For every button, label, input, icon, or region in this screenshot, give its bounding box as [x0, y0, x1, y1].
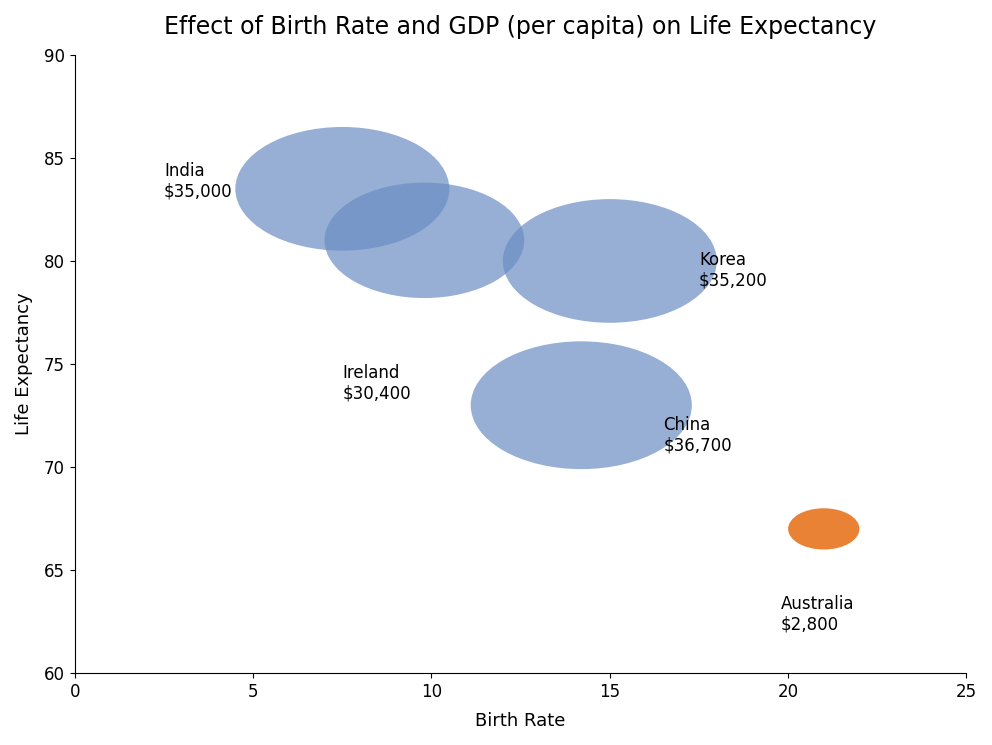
- Text: China
$36,700: China $36,700: [664, 416, 732, 454]
- Circle shape: [235, 127, 449, 250]
- Text: Australia
$2,800: Australia $2,800: [781, 595, 854, 634]
- Circle shape: [788, 508, 859, 550]
- Text: Ireland
$30,400: Ireland $30,400: [342, 364, 411, 403]
- Circle shape: [503, 199, 717, 323]
- Circle shape: [324, 183, 524, 298]
- Circle shape: [471, 341, 691, 469]
- Text: India
$35,000: India $35,000: [164, 162, 232, 201]
- X-axis label: Birth Rate: Birth Rate: [475, 712, 565, 730]
- Text: Korea
$35,200: Korea $35,200: [699, 250, 768, 290]
- Title: Effect of Birth Rate and GDP (per capita) on Life Expectancy: Effect of Birth Rate and GDP (per capita…: [165, 15, 877, 39]
- Y-axis label: Life Expectancy: Life Expectancy: [15, 293, 33, 435]
